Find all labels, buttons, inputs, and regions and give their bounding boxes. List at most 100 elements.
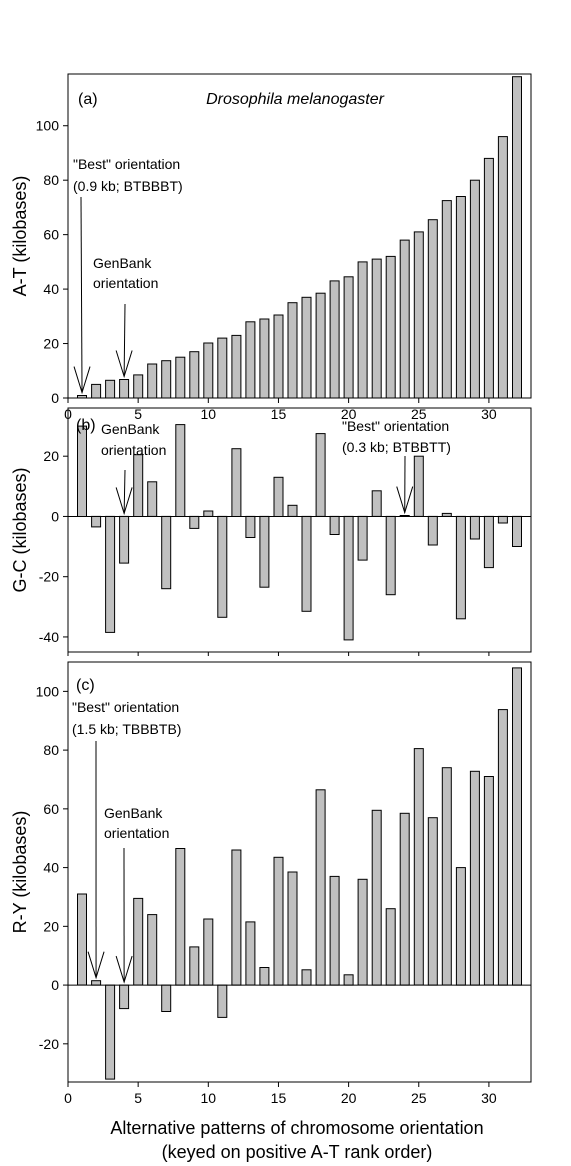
y-tick-label: -40 <box>39 629 59 645</box>
bar <box>357 515 368 561</box>
y-tick-label: 80 <box>43 742 59 758</box>
y-tick-label: -20 <box>39 569 59 585</box>
bar <box>245 515 256 539</box>
bar <box>147 914 158 986</box>
bar <box>427 219 438 399</box>
bar <box>119 984 130 1010</box>
annotation-line <box>123 303 126 377</box>
y-tick-label: 0 <box>51 977 59 993</box>
bar <box>315 433 326 517</box>
annotation-arrow <box>115 350 133 379</box>
bar <box>512 76 522 399</box>
bar <box>189 946 200 986</box>
bar <box>413 455 424 517</box>
bar <box>77 425 87 518</box>
bar <box>91 980 102 986</box>
y-tick-label: 20 <box>43 918 59 934</box>
chart-panel-2: -40 -20 0 20 G-C (kilobases) (b) GenBank orient… <box>10 407 532 656</box>
bar <box>512 667 522 986</box>
plot-frame <box>67 661 532 1083</box>
bar <box>371 258 382 399</box>
bar <box>441 200 452 399</box>
bar <box>105 379 116 399</box>
bar <box>329 280 340 399</box>
bar <box>301 296 312 399</box>
bar <box>497 136 508 399</box>
bar <box>483 515 494 569</box>
bar <box>483 157 494 399</box>
annotation-text: (1.5 kb; TBBBTB) <box>72 721 181 737</box>
x-tick-label: 10 <box>201 406 217 422</box>
bar <box>329 875 340 986</box>
annotation-text: orientation <box>93 275 158 291</box>
bar <box>203 510 214 517</box>
annotation-text: "Best" orientation <box>73 156 180 172</box>
bar <box>385 515 396 596</box>
bar <box>287 871 298 986</box>
bar <box>91 515 102 528</box>
bar <box>175 848 186 986</box>
bar <box>455 196 466 399</box>
bar <box>245 921 256 986</box>
bar <box>133 374 144 399</box>
y-axis-label: A-T (kilobases) <box>10 176 30 297</box>
bar <box>427 817 438 986</box>
annotation-text: "Best" orientation <box>72 699 179 715</box>
bar <box>91 383 102 399</box>
chart-title: Drosophila melanogaster <box>206 91 385 108</box>
annotation-line <box>123 469 126 514</box>
x-tick-label: 10 <box>201 1090 217 1106</box>
bar <box>399 812 410 986</box>
bar <box>259 515 270 588</box>
bar <box>77 893 87 986</box>
bar <box>315 292 326 399</box>
annotation-arrow <box>73 366 91 395</box>
bar <box>455 867 466 986</box>
annotation-text: GenBank <box>101 421 160 437</box>
annotation-text: orientation <box>101 442 166 458</box>
bar <box>343 276 354 399</box>
panel-label: (a) <box>78 91 98 108</box>
annotation-text: GenBank <box>93 255 152 271</box>
bar <box>385 908 396 986</box>
bar <box>175 424 186 518</box>
y-axis-label: G-C (kilobases) <box>10 467 30 592</box>
y-tick-label: 40 <box>43 281 59 297</box>
bar <box>231 448 242 518</box>
bar <box>217 515 228 618</box>
y-tick-label: 60 <box>43 227 59 243</box>
bar <box>301 515 312 612</box>
bar <box>217 984 228 1018</box>
annotation-text: GenBank <box>104 805 163 821</box>
y-tick-label: 20 <box>43 336 59 352</box>
annotation-arrow <box>87 951 105 980</box>
annotation-text: "Best" orientation <box>342 418 449 434</box>
bar <box>259 318 270 399</box>
plot-frame <box>67 407 532 653</box>
y-tick-label: 100 <box>36 683 60 699</box>
bar <box>483 776 494 986</box>
bar <box>413 748 424 986</box>
bar <box>273 856 284 986</box>
bar <box>371 490 382 517</box>
bar <box>512 515 522 548</box>
bar <box>343 974 354 986</box>
bar <box>245 321 256 399</box>
x-tick-label: 15 <box>271 406 287 422</box>
y-tick-label: 40 <box>43 860 59 876</box>
annotation-arrow <box>396 486 414 515</box>
bar <box>231 849 242 986</box>
y-tick-label: 20 <box>43 448 59 464</box>
bar <box>133 454 144 518</box>
bar <box>329 515 340 536</box>
x-tick-label: 25 <box>411 1090 427 1106</box>
bar <box>315 789 326 986</box>
bar <box>259 967 270 986</box>
bar <box>203 342 214 399</box>
annotation-text: (0.3 kb; BTBBTT) <box>342 439 451 455</box>
annotation-text: (0.9 kb; BTBBBT) <box>73 178 183 194</box>
y-tick-label: 100 <box>36 118 60 134</box>
x-tick-label: 30 <box>481 1090 497 1106</box>
x-tick-label: 5 <box>134 1090 142 1106</box>
